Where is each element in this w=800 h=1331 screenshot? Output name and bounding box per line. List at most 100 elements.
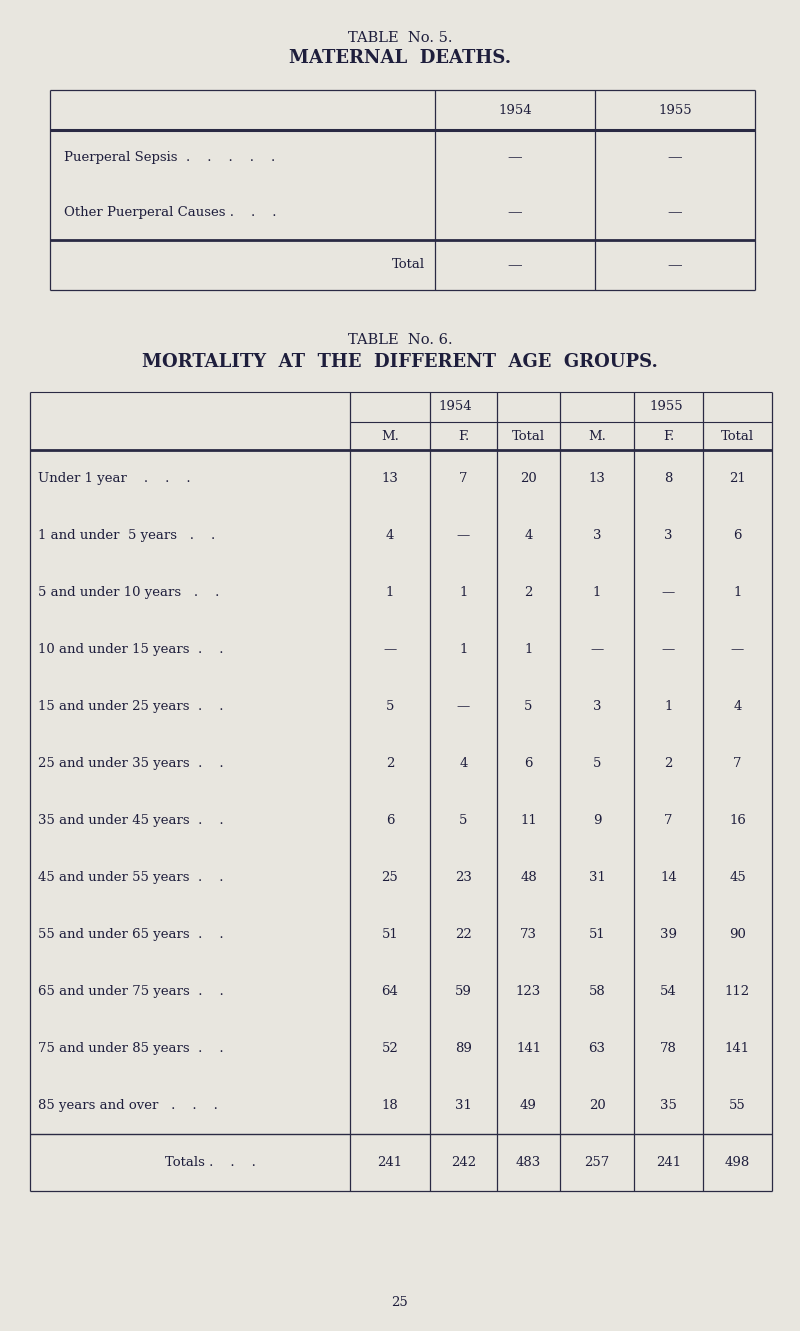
Text: 1 and under  5 years   .    .: 1 and under 5 years . .: [38, 528, 215, 542]
Text: 31: 31: [455, 1099, 472, 1111]
Text: 483: 483: [516, 1157, 541, 1169]
Text: —: —: [590, 643, 604, 656]
Text: 5: 5: [593, 757, 601, 771]
Text: 2: 2: [386, 757, 394, 771]
Text: 241: 241: [656, 1157, 681, 1169]
Text: 3: 3: [593, 528, 602, 542]
Text: 7: 7: [459, 473, 468, 484]
Text: —: —: [508, 258, 522, 272]
Text: 49: 49: [520, 1099, 537, 1111]
Text: 1: 1: [593, 586, 601, 599]
Text: 9: 9: [593, 815, 602, 827]
Text: 23: 23: [455, 870, 472, 884]
Text: 1: 1: [459, 643, 468, 656]
Text: 5 and under 10 years   .    .: 5 and under 10 years . .: [38, 586, 219, 599]
Text: 25 and under 35 years  .    .: 25 and under 35 years . .: [38, 757, 224, 771]
Text: —: —: [662, 586, 675, 599]
Text: 45 and under 55 years  .    .: 45 and under 55 years . .: [38, 870, 223, 884]
Text: 141: 141: [516, 1042, 541, 1055]
Text: 52: 52: [382, 1042, 398, 1055]
Text: 18: 18: [382, 1099, 398, 1111]
Text: MORTALITY  AT  THE  DIFFERENT  AGE  GROUPS.: MORTALITY AT THE DIFFERENT AGE GROUPS.: [142, 353, 658, 371]
Text: 1: 1: [664, 700, 673, 713]
Text: 4: 4: [386, 528, 394, 542]
Text: —: —: [731, 643, 744, 656]
Text: Puerperal Sepsis  .    .    .    .    .: Puerperal Sepsis . . . . .: [64, 150, 275, 164]
Text: 13: 13: [382, 473, 398, 484]
Text: Other Puerperal Causes .    .    .: Other Puerperal Causes . . .: [64, 206, 277, 220]
Text: 1954: 1954: [438, 401, 472, 414]
Text: 25: 25: [392, 1296, 408, 1310]
Text: M.: M.: [381, 430, 399, 442]
Text: 2: 2: [524, 586, 533, 599]
Text: MATERNAL  DEATHS.: MATERNAL DEATHS.: [289, 49, 511, 67]
Text: 16: 16: [729, 815, 746, 827]
Text: 21: 21: [729, 473, 746, 484]
Text: 1955: 1955: [658, 104, 692, 117]
Text: Total: Total: [721, 430, 754, 442]
Text: 35: 35: [660, 1099, 677, 1111]
Text: —: —: [383, 643, 397, 656]
Text: 1: 1: [459, 586, 468, 599]
Text: —: —: [668, 205, 682, 220]
Text: 15 and under 25 years  .    .: 15 and under 25 years . .: [38, 700, 223, 713]
Text: 5: 5: [386, 700, 394, 713]
Text: 241: 241: [378, 1157, 402, 1169]
Text: 8: 8: [664, 473, 673, 484]
Text: 4: 4: [459, 757, 468, 771]
Text: 64: 64: [382, 985, 398, 998]
Text: 1: 1: [524, 643, 533, 656]
Text: 1: 1: [734, 586, 742, 599]
Text: 7: 7: [734, 757, 742, 771]
Text: 7: 7: [664, 815, 673, 827]
Text: 55 and under 65 years  .    .: 55 and under 65 years . .: [38, 928, 224, 941]
Text: 123: 123: [516, 985, 541, 998]
Text: Total: Total: [512, 430, 545, 442]
Text: Under 1 year    .    .    .: Under 1 year . . .: [38, 473, 190, 484]
Text: 1954: 1954: [498, 104, 532, 117]
Text: 25: 25: [382, 870, 398, 884]
Text: 112: 112: [725, 985, 750, 998]
Text: 22: 22: [455, 928, 472, 941]
Text: —: —: [508, 150, 522, 165]
Text: 89: 89: [455, 1042, 472, 1055]
Text: 20: 20: [589, 1099, 606, 1111]
Text: 5: 5: [524, 700, 533, 713]
Text: 20: 20: [520, 473, 537, 484]
Text: —: —: [457, 528, 470, 542]
Text: 6: 6: [386, 815, 394, 827]
Text: Total: Total: [392, 258, 425, 272]
Text: 3: 3: [664, 528, 673, 542]
Text: 45: 45: [729, 870, 746, 884]
Text: 10 and under 15 years  .    .: 10 and under 15 years . .: [38, 643, 223, 656]
Text: 48: 48: [520, 870, 537, 884]
Text: F.: F.: [663, 430, 674, 442]
Text: TABLE  No. 5.: TABLE No. 5.: [348, 31, 452, 45]
Text: 4: 4: [734, 700, 742, 713]
Text: 59: 59: [455, 985, 472, 998]
Text: 3: 3: [593, 700, 602, 713]
Text: 1955: 1955: [649, 401, 683, 414]
Text: 14: 14: [660, 870, 677, 884]
Text: —: —: [457, 700, 470, 713]
Text: 78: 78: [660, 1042, 677, 1055]
Text: 35 and under 45 years  .    .: 35 and under 45 years . .: [38, 815, 224, 827]
Text: M.: M.: [588, 430, 606, 442]
Text: TABLE  No. 6.: TABLE No. 6.: [348, 333, 452, 347]
Text: 54: 54: [660, 985, 677, 998]
Text: 1: 1: [386, 586, 394, 599]
Text: —: —: [668, 258, 682, 272]
Text: 242: 242: [451, 1157, 476, 1169]
Text: 13: 13: [589, 473, 606, 484]
Text: 51: 51: [589, 928, 606, 941]
Text: 11: 11: [520, 815, 537, 827]
Text: 2: 2: [664, 757, 673, 771]
Text: 39: 39: [660, 928, 677, 941]
Text: —: —: [508, 205, 522, 220]
Text: 51: 51: [382, 928, 398, 941]
Text: —: —: [662, 643, 675, 656]
Text: 55: 55: [729, 1099, 746, 1111]
Text: 63: 63: [589, 1042, 606, 1055]
Text: Totals .    .    .: Totals . . .: [165, 1157, 255, 1169]
Text: 498: 498: [725, 1157, 750, 1169]
